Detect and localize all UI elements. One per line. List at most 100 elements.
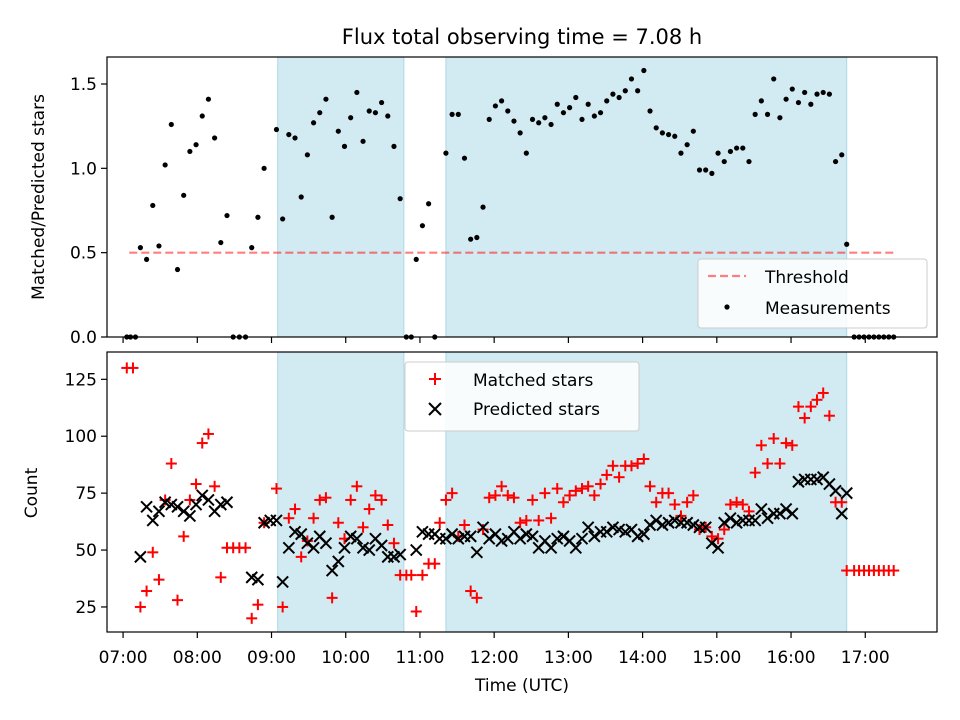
measurement-point — [771, 76, 777, 82]
matched-star-point — [429, 558, 441, 570]
top-y-axis-label: Matched/Predicted stars — [29, 94, 49, 300]
matched-star-point — [446, 487, 458, 499]
measurement-point — [218, 239, 224, 246]
predicted-star-point — [140, 500, 153, 514]
measurement-point — [628, 76, 635, 82]
top-x-ticks — [122, 337, 866, 343]
measurement-point — [187, 148, 193, 155]
matched-star-point — [376, 494, 388, 506]
matched-star-point — [147, 546, 159, 558]
matched-star-point — [388, 537, 400, 549]
matched-star-point — [768, 433, 780, 445]
predicted-star-point — [840, 486, 853, 500]
measurement-point — [579, 116, 585, 123]
predicted-star-point — [476, 521, 490, 534]
matched-star-point — [514, 517, 526, 529]
matched-star-point — [165, 458, 177, 470]
matched-star-point — [632, 458, 644, 470]
measurement-point — [560, 110, 567, 116]
measurement-point — [647, 108, 653, 114]
predicted-star-point — [332, 555, 345, 568]
bottom-y-ticks: 25 50 75 100 125 — [65, 370, 107, 618]
measurement-point — [746, 158, 752, 165]
matched-star-point — [545, 512, 557, 524]
matched-star-point — [663, 487, 675, 499]
matched-star-point — [582, 480, 594, 492]
predicted-star-point — [569, 541, 583, 554]
matched-star-point — [308, 512, 320, 524]
matched-star-point — [127, 362, 139, 374]
predicted-star-point — [375, 539, 388, 552]
predicted-star-point — [134, 550, 147, 564]
matched-star-point — [669, 499, 681, 511]
measurement-point — [511, 118, 517, 124]
matched-star-point — [215, 571, 227, 583]
predicted-star-point — [470, 546, 484, 559]
x-tick-label: 10:00 — [321, 648, 370, 668]
predicted-star-point — [350, 532, 364, 545]
matched-star-point — [320, 492, 332, 504]
matched-star-point — [252, 599, 264, 611]
legend-matched-swatch — [429, 373, 441, 385]
matched-star-point — [644, 480, 656, 492]
bottom-legend-box — [404, 361, 640, 432]
measurement-point — [199, 113, 205, 119]
measurement-point — [461, 155, 468, 161]
legend-predicted-swatch — [428, 402, 442, 416]
matched-star-point — [458, 519, 470, 531]
measurement-point — [690, 128, 696, 134]
measurement-point — [372, 110, 379, 116]
matched-star-point — [576, 483, 588, 495]
measurement-point — [839, 152, 845, 158]
measurement-point — [844, 241, 850, 247]
predicted-star-point — [146, 514, 159, 527]
measurement-point — [168, 121, 174, 128]
x-tick-label: 07:00 — [99, 648, 148, 668]
predicted-star-point — [650, 514, 663, 527]
matched-star-point — [755, 439, 767, 451]
matched-star-point — [595, 478, 607, 490]
matched-star-point — [416, 569, 428, 581]
matched-star-point — [357, 521, 369, 533]
predicted-star-point — [711, 541, 725, 554]
measurement-point — [554, 101, 560, 107]
matched-star-point — [737, 499, 749, 511]
measurement-point — [542, 115, 548, 121]
predicted-star-point — [152, 505, 166, 518]
y-tick-label: 75 — [75, 484, 97, 504]
x-tick-label: 17:00 — [841, 648, 890, 668]
measurement-point — [715, 150, 721, 156]
matched-star-point — [351, 480, 363, 492]
measurement-point — [486, 116, 492, 123]
measurement-point — [348, 115, 354, 121]
measurement-point — [777, 115, 783, 121]
matched-star-point — [687, 489, 699, 501]
measurement-point — [212, 135, 218, 141]
predicted-star-point — [705, 537, 719, 550]
measurement-point — [653, 125, 659, 131]
measurement-point — [143, 256, 150, 263]
measurement-point — [413, 256, 419, 263]
x-tick-label: 15:00 — [692, 648, 741, 668]
measurement-point — [150, 202, 156, 209]
measurement-point — [455, 111, 461, 117]
measurement-point — [814, 91, 820, 97]
top-legend: Threshold Measurements — [697, 258, 928, 329]
measurement-point — [174, 266, 181, 273]
matched-star-point — [675, 510, 687, 522]
matched-star-point — [539, 487, 551, 499]
predicted-star-point — [557, 530, 570, 543]
y-tick-label: 50 — [75, 541, 97, 561]
matched-star-point — [440, 494, 452, 506]
matched-star-point — [564, 489, 576, 501]
predicted-star-point — [393, 548, 407, 561]
measurement-point — [783, 96, 789, 102]
measurement-point — [529, 116, 536, 123]
matched-star-point — [805, 401, 817, 413]
predicted-star-point — [637, 527, 651, 541]
predicted-star-point — [835, 507, 848, 520]
bottom-axes: 25 50 75 100 125 07:00 08:00 09:00 10:00 11:00 12… — [22, 351, 938, 696]
matched-star-point — [601, 469, 613, 481]
measurement-point — [137, 245, 143, 251]
